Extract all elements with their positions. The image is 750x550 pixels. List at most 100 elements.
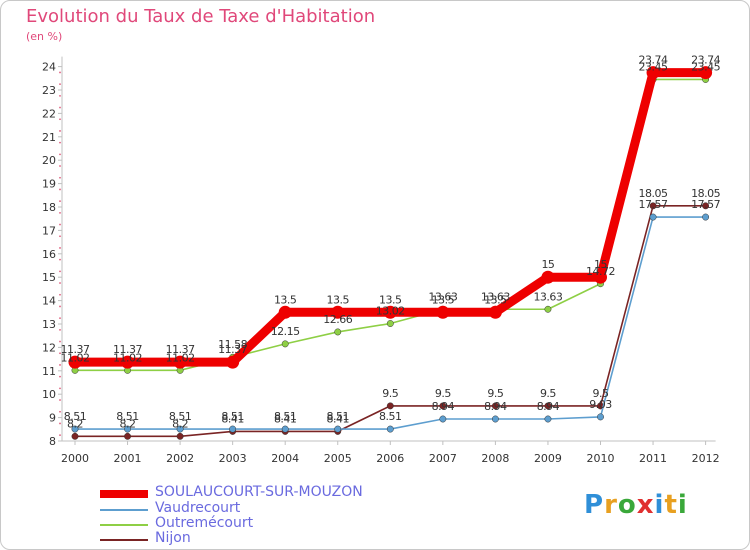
y-axis-dot — [59, 375, 61, 378]
legend-swatch — [100, 490, 148, 498]
y-axis-dot — [59, 364, 61, 366]
y-tick-label: 17 — [42, 224, 56, 237]
data-label: 11.37 — [113, 343, 142, 356]
logo-letter: i — [677, 490, 688, 520]
logo-letter: r — [604, 490, 618, 520]
data-point — [702, 202, 710, 210]
data-point — [386, 320, 394, 327]
data-point — [331, 305, 345, 319]
data-label: 13.5 — [327, 293, 350, 306]
data-point — [386, 402, 394, 410]
data-label: 11.37 — [218, 343, 247, 356]
data-point — [281, 425, 289, 433]
y-tick-label: 10 — [42, 388, 56, 401]
legend-label: Nijon — [155, 530, 191, 546]
data-label: 17.57 — [639, 198, 668, 211]
y-axis-dot — [59, 434, 61, 437]
y-axis-dot — [59, 71, 61, 74]
data-label: 11.02 — [166, 351, 195, 364]
data-label: 13.5 — [379, 293, 402, 306]
data-label: 9.5 — [487, 387, 503, 400]
x-tick-label: 2002 — [166, 452, 194, 465]
y-axis-dot — [59, 352, 61, 355]
y-axis-dot — [59, 317, 61, 320]
data-point — [281, 340, 289, 348]
data-point — [594, 270, 607, 284]
x-tick-label: 2011 — [639, 452, 667, 465]
data-point — [173, 355, 187, 369]
data-label: 18.05 — [691, 187, 720, 200]
data-label: 8.2 — [120, 417, 136, 430]
y-axis-dot — [59, 270, 61, 273]
y-axis-dot — [59, 106, 61, 109]
data-point — [491, 415, 499, 423]
data-label: 23.45 — [639, 60, 668, 73]
x-tick-label: 2009 — [534, 452, 562, 465]
y-axis-dot — [59, 293, 61, 296]
y-axis-dot — [59, 223, 61, 226]
x-tick-label: 2008 — [481, 452, 509, 465]
y-axis-dot — [59, 247, 61, 249]
data-label: 12.15 — [271, 325, 300, 338]
logo-letter: P — [584, 490, 605, 520]
y-tick-label: 18 — [42, 201, 56, 214]
data-label: 8.51 — [327, 410, 350, 423]
data-label: 13.5 — [274, 293, 297, 306]
data-point — [491, 402, 499, 410]
y-axis-dot — [59, 328, 61, 331]
y-tick-label: 20 — [42, 154, 56, 167]
data-label: 8.2 — [172, 417, 188, 430]
data-point — [386, 425, 394, 433]
y-tick-label: 12 — [42, 341, 56, 354]
data-point — [226, 355, 240, 369]
data-point — [649, 213, 657, 221]
x-tick-label: 2004 — [271, 452, 299, 465]
data-label: 13.63 — [533, 290, 562, 303]
series-vaudrecourt — [71, 213, 710, 433]
y-axis-dot — [59, 118, 61, 121]
legend-label: Vaudrecourt — [155, 500, 241, 516]
y-axis-dot — [59, 305, 61, 308]
data-label: 23.74 — [691, 54, 720, 67]
y-tick-label: 14 — [42, 295, 56, 308]
data-point — [334, 425, 342, 433]
data-point — [71, 432, 79, 440]
data-label: 15 — [541, 258, 554, 271]
data-label: 17.57 — [691, 198, 720, 211]
y-axis-dot — [59, 235, 61, 238]
y-axis-dot — [59, 176, 61, 179]
data-label: 8.41 — [221, 412, 244, 425]
x-tick-label: 2003 — [219, 452, 247, 465]
y-axis-unit-label: (en %) — [26, 30, 63, 43]
data-label: 8.41 — [274, 412, 297, 425]
x-tick-label: 2005 — [324, 452, 352, 465]
y-tick-label: 13 — [42, 318, 56, 331]
data-point — [229, 425, 237, 433]
data-point — [699, 66, 713, 80]
data-label: 8.51 — [221, 410, 244, 423]
y-tick-label: 24 — [42, 61, 56, 74]
data-label: 23.45 — [691, 60, 720, 73]
data-label: 13.5 — [432, 293, 455, 306]
data-point — [334, 328, 342, 336]
data-label: 9.5 — [540, 387, 556, 400]
data-point — [124, 425, 132, 433]
data-point — [436, 305, 450, 319]
y-tick-label: 21 — [42, 131, 56, 144]
y-tick-label: 16 — [42, 248, 56, 261]
data-label: 14.72 — [586, 265, 615, 278]
data-point — [544, 305, 552, 313]
data-point — [544, 415, 552, 423]
y-tick-label: 9 — [49, 412, 56, 425]
data-point — [278, 305, 292, 319]
data-point — [544, 402, 552, 410]
y-axis-dot — [59, 258, 61, 261]
x-tick-label: 2010 — [587, 452, 615, 465]
x-tick-label: 2006 — [376, 452, 404, 465]
logo-letter: t — [664, 490, 678, 520]
data-label: 8.51 — [379, 410, 402, 423]
x-tick-label: 2001 — [114, 452, 142, 465]
y-tick-label: 23 — [42, 84, 56, 97]
data-point — [124, 432, 132, 440]
